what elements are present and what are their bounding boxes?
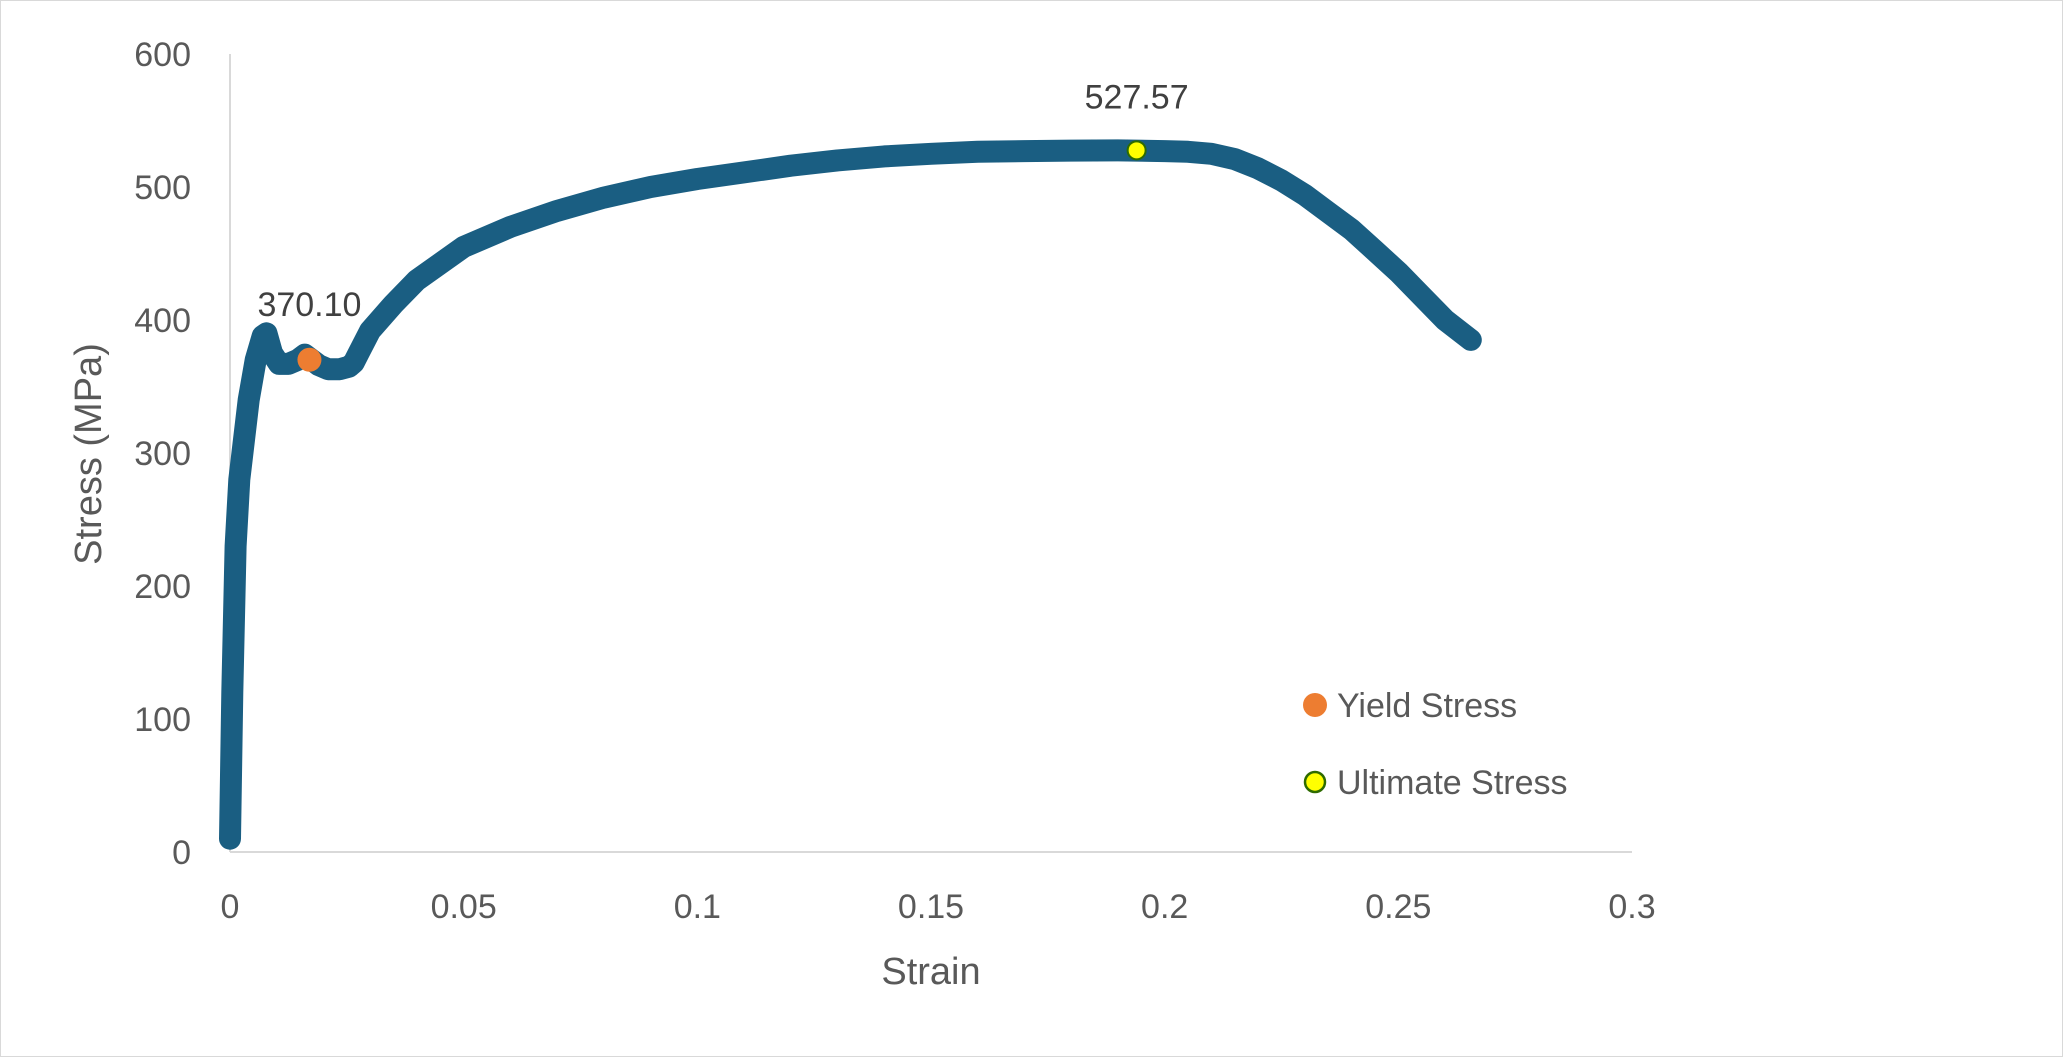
ultimate-stress-data-label: 527.57 [1085,78,1189,116]
y-tick-label: 500 [134,169,191,207]
x-tick-label: 0.1 [674,888,721,926]
yield-stress-data-label: 370.10 [257,286,361,324]
yield-stress-marker [297,347,322,372]
x-tick-label: 0.3 [1608,888,1655,926]
y-tick-label: 400 [134,302,191,340]
x-tick-label: 0.05 [431,888,497,926]
y-tick-label: 100 [134,701,191,739]
x-tick-label: 0.2 [1141,888,1188,926]
y-axis-title: Stress (MPa) [68,343,110,565]
y-tick-label: 0 [172,834,191,872]
x-tick-label: 0.25 [1365,888,1431,926]
legend-marker-ultimate-stress [1303,770,1327,794]
stress-strain-curve [219,139,1482,850]
legend-label-ultimate-stress: Ultimate Stress [1337,764,1568,802]
x-tick-label: 0.15 [898,888,964,926]
plot-series [219,139,1482,850]
y-tick-label: 600 [134,36,191,74]
legend-label-yield-stress: Yield Stress [1337,687,1517,725]
y-tick-label: 200 [134,568,191,606]
legend-marker-yield-stress [1303,693,1327,717]
data-labels: 370.10 527.57 [257,78,1188,323]
legend: Yield Stress Ultimate Stress [1303,687,1568,802]
x-tick-label: 0 [221,888,240,926]
ultimate-stress-marker [1126,140,1147,161]
axes [229,54,1632,853]
tick-labels: 0 0.05 0.1 0.15 0.2 0.25 0.3 0 100 200 300 400 500 60… [134,36,1655,926]
x-axis-title: Strain [881,951,980,993]
y-tick-label: 300 [134,435,191,473]
